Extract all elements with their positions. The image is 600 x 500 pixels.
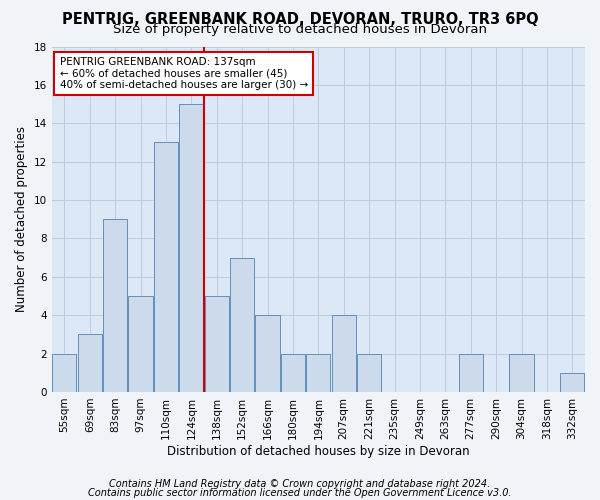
Text: PENTRIG, GREENBANK ROAD, DEVORAN, TRURO, TR3 6PQ: PENTRIG, GREENBANK ROAD, DEVORAN, TRURO,…	[62, 12, 538, 28]
Bar	[306, 354, 331, 392]
Bar	[154, 142, 178, 392]
X-axis label: Distribution of detached houses by size in Devoran: Distribution of detached houses by size …	[167, 444, 470, 458]
Bar	[560, 373, 584, 392]
Bar	[281, 354, 305, 392]
Bar	[128, 296, 152, 392]
Bar	[77, 334, 102, 392]
Bar	[332, 315, 356, 392]
Text: Contains HM Land Registry data © Crown copyright and database right 2024.: Contains HM Land Registry data © Crown c…	[109, 479, 491, 489]
Text: Size of property relative to detached houses in Devoran: Size of property relative to detached ho…	[113, 22, 487, 36]
Y-axis label: Number of detached properties: Number of detached properties	[15, 126, 28, 312]
Bar	[458, 354, 483, 392]
Bar	[179, 104, 203, 392]
Text: PENTRIG GREENBANK ROAD: 137sqm
← 60% of detached houses are smaller (45)
40% of : PENTRIG GREENBANK ROAD: 137sqm ← 60% of …	[59, 57, 308, 90]
Bar	[230, 258, 254, 392]
Bar	[509, 354, 533, 392]
Bar	[357, 354, 381, 392]
Bar	[205, 296, 229, 392]
Bar	[52, 354, 76, 392]
Text: Contains public sector information licensed under the Open Government Licence v3: Contains public sector information licen…	[88, 488, 512, 498]
Bar	[103, 219, 127, 392]
Bar	[256, 315, 280, 392]
